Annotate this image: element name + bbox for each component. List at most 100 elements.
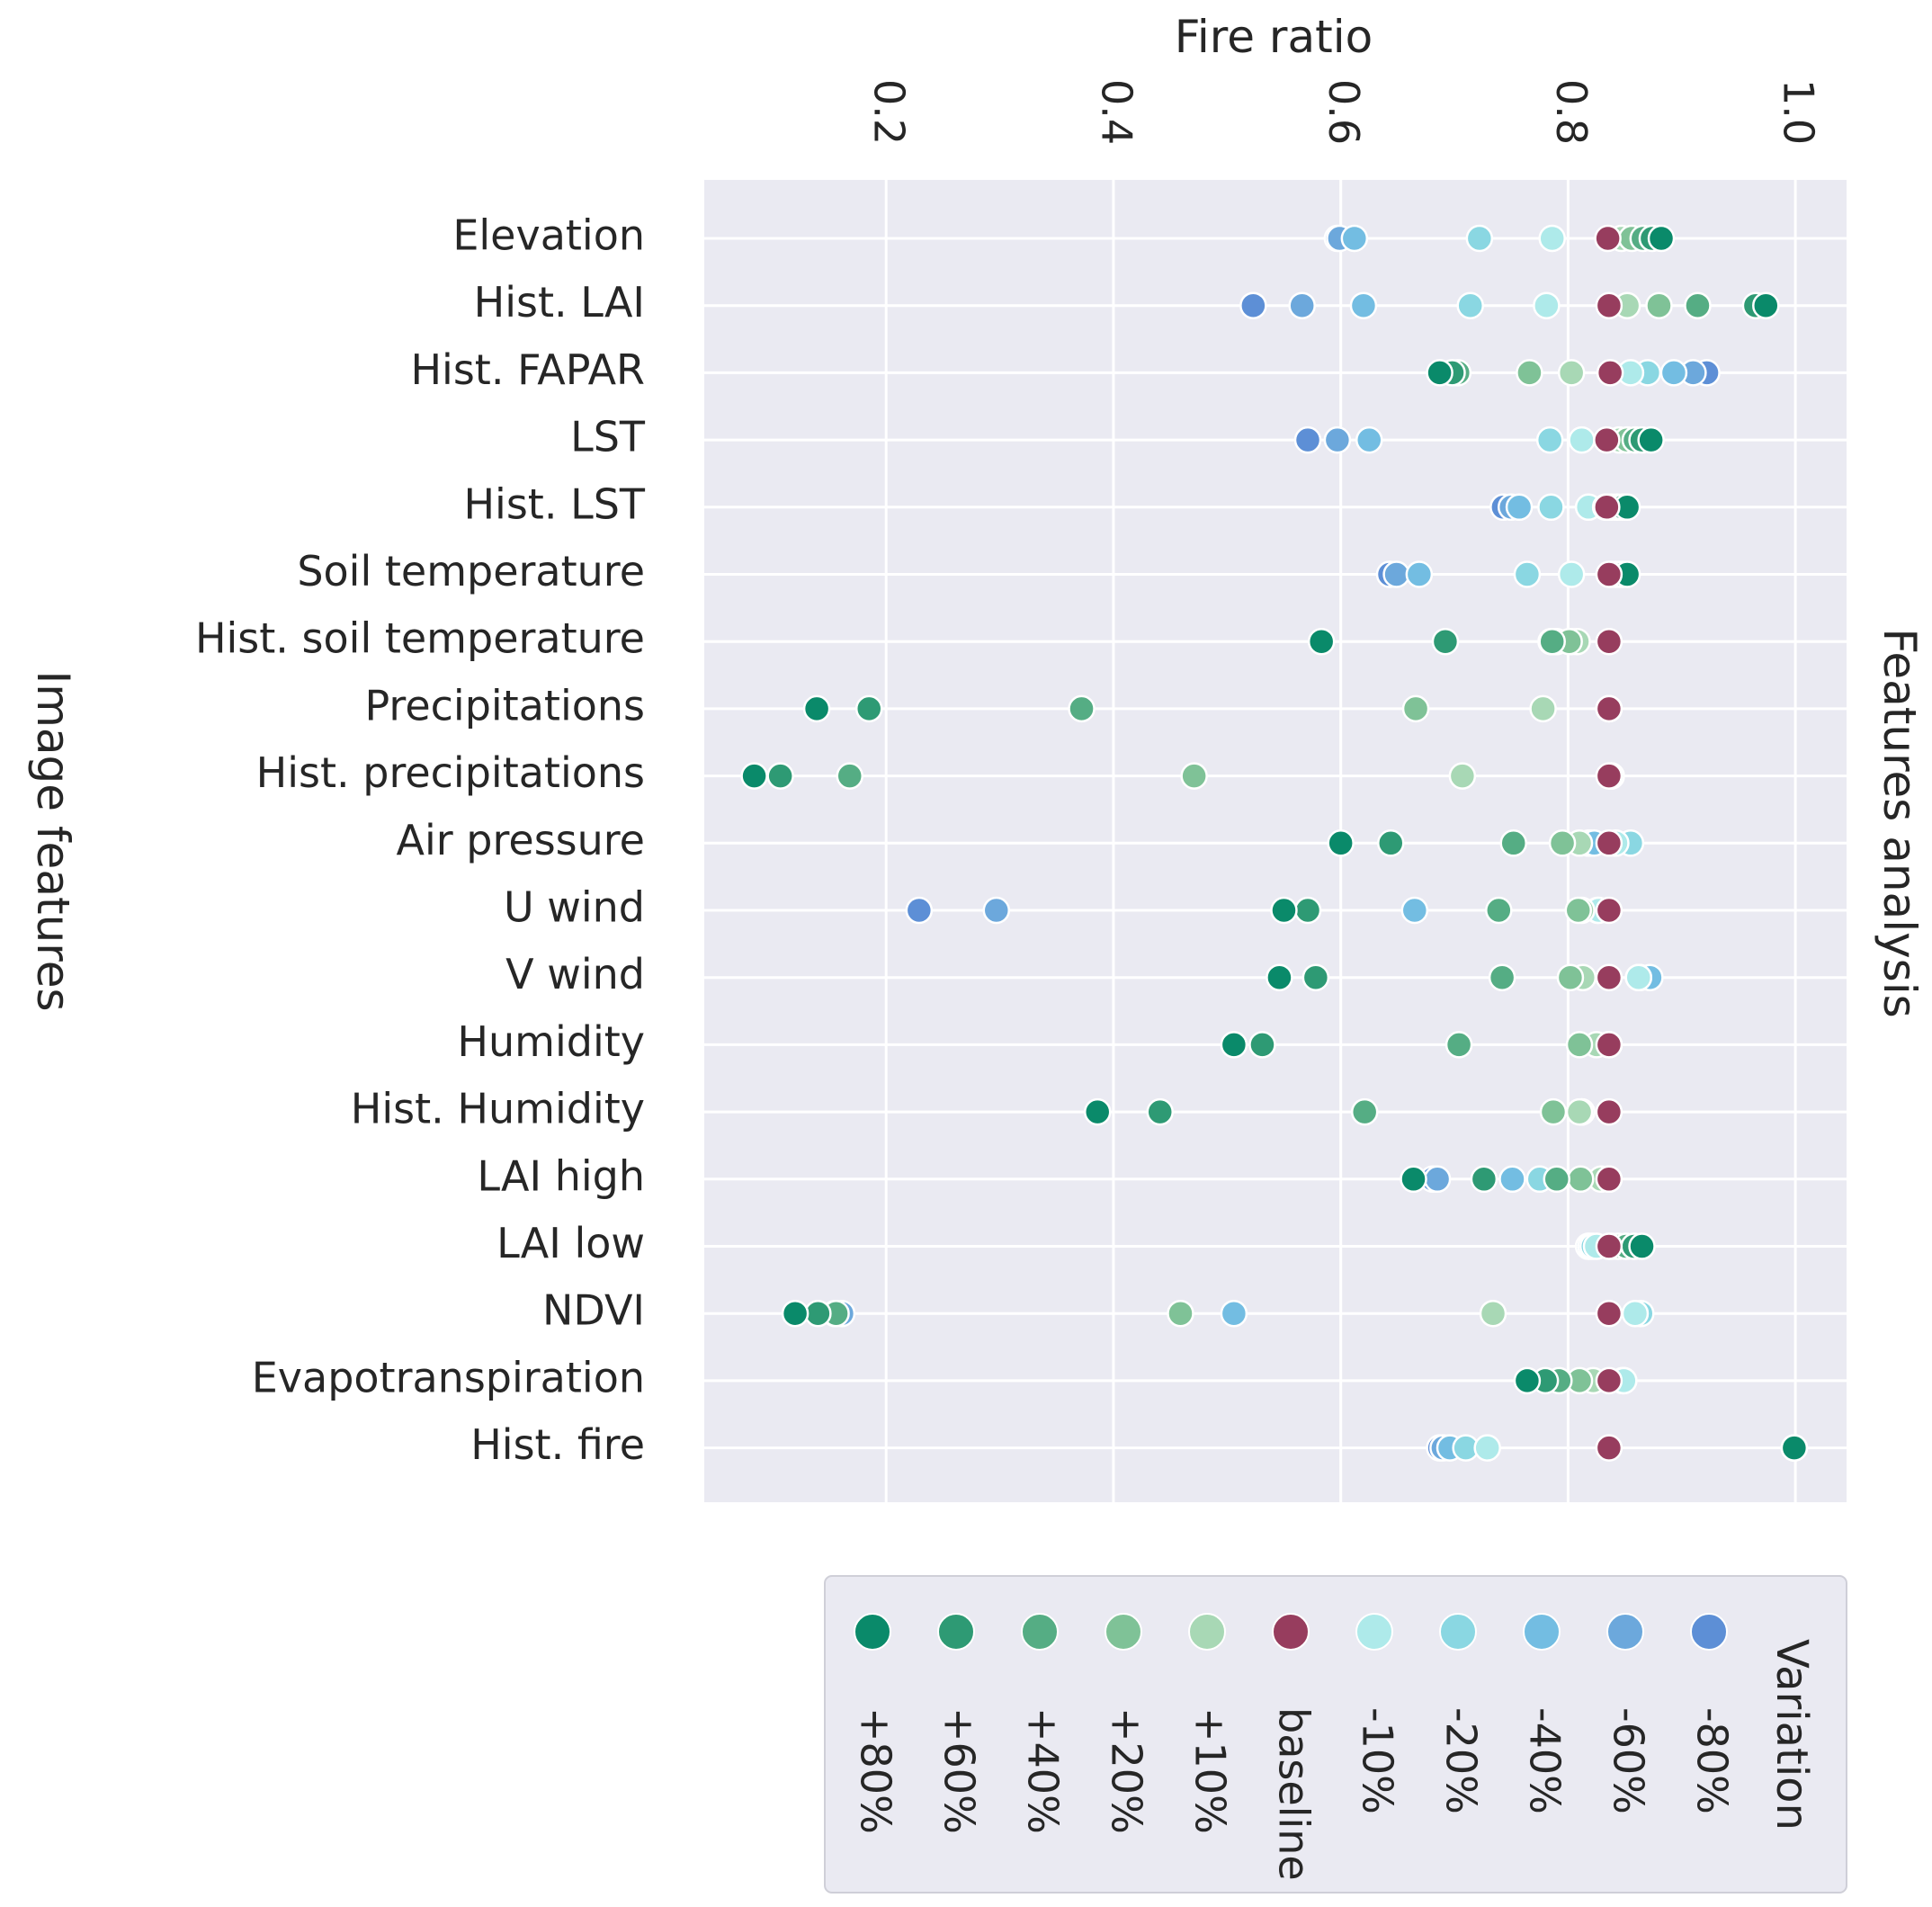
data-point [1499, 829, 1527, 857]
legend-marker [1355, 1613, 1393, 1651]
legend-label: +10% [1186, 1707, 1235, 1834]
y-tick-label: Hist. LAI [474, 278, 645, 327]
data-point [1637, 425, 1665, 454]
data-point [1595, 1232, 1623, 1260]
data-point [1293, 425, 1322, 454]
data-point [1220, 1299, 1248, 1328]
data-point [1593, 425, 1621, 454]
y-tick-label: Hist. soil temperature [195, 614, 645, 663]
legend-box [824, 1575, 1847, 1894]
legend-marker [1021, 1613, 1059, 1651]
data-point [1167, 1299, 1194, 1328]
data-point [1293, 896, 1322, 925]
data-point [1266, 963, 1293, 991]
legend-label: +80% [852, 1707, 900, 1834]
data-point [982, 896, 1011, 925]
data-point [1456, 291, 1484, 319]
data-point [1557, 359, 1586, 387]
y-tick-label: Hist. LST [463, 479, 645, 528]
legend-marker [854, 1613, 891, 1651]
data-point [1595, 1299, 1623, 1328]
data-point [1248, 1031, 1276, 1059]
legend-label: baseline [1270, 1707, 1319, 1881]
data-point [1400, 896, 1429, 925]
data-point [1405, 560, 1434, 588]
y-tick-label: Precipitations [365, 681, 646, 730]
y-tick-label: Humidity [457, 1017, 645, 1066]
plot-background [704, 180, 1847, 1502]
data-point [1647, 224, 1676, 253]
data-point [1535, 425, 1564, 454]
gridlines [704, 180, 1847, 1502]
data-point [1401, 694, 1430, 723]
legend-marker [1523, 1613, 1561, 1651]
plot-area [704, 180, 1847, 1502]
data-point [1595, 762, 1623, 790]
y-tick-label: Hist. fire [470, 1420, 645, 1469]
data-point [1301, 963, 1330, 991]
x-axis-ticks: 0.2 0.4 0.6 0.8 1.0 [865, 79, 1823, 145]
data-point [1595, 560, 1623, 588]
y-axis-categories: Elevation Hist. LAI Hist. FAPAR LST Hist. LS… [195, 211, 646, 1470]
legend-label: -40% [1521, 1707, 1570, 1814]
data-point [1400, 1165, 1427, 1194]
data-point [1465, 224, 1494, 253]
data-point [1533, 291, 1561, 319]
legend-label: +60% [935, 1707, 984, 1834]
data-point [1377, 829, 1405, 857]
legend-label: +40% [1019, 1707, 1068, 1834]
data-point [1537, 493, 1565, 522]
legend-marker [1606, 1613, 1644, 1651]
y-tick-label: V wind [505, 950, 645, 998]
data-point [1485, 896, 1513, 925]
y-tick-label: Hist. Humidity [351, 1085, 645, 1133]
data-point [1645, 291, 1673, 319]
legend-label: -10% [1354, 1707, 1402, 1814]
data-point [1350, 1097, 1379, 1126]
data-point [1556, 963, 1585, 991]
x-tick-label: 0.4 [1092, 79, 1140, 145]
chart-title: Features analysis [1874, 628, 1926, 1017]
y-tick-label: Elevation [452, 211, 645, 260]
data-point [802, 694, 831, 723]
y-tick-label: Hist. precipitations [256, 748, 645, 797]
data-point [1593, 493, 1621, 522]
data-point [1567, 1165, 1595, 1194]
data-point [1355, 425, 1383, 454]
data-point [1568, 425, 1596, 454]
data-point [1323, 425, 1352, 454]
data-point [1239, 291, 1267, 319]
y-tick-label: LST [570, 413, 646, 461]
data-point [836, 762, 864, 790]
data-point [1595, 627, 1623, 656]
data-point [1513, 1366, 1542, 1395]
data-point [1479, 1299, 1507, 1328]
data-point [1628, 1232, 1656, 1260]
data-point [1595, 1031, 1623, 1059]
data-point [804, 1299, 832, 1328]
data-point [1498, 1165, 1526, 1194]
legend-label: -80% [1688, 1707, 1737, 1814]
y-tick-label: Air pressure [397, 816, 645, 864]
x-axis-label: Fire ratio [1175, 11, 1373, 63]
data-point [854, 694, 883, 723]
y-tick-label: LAI high [477, 1151, 645, 1200]
data-point [1180, 762, 1208, 790]
data-point [1445, 1031, 1473, 1059]
data-point [1426, 359, 1453, 387]
y-axis-label: Image features [27, 670, 79, 1011]
data-point [1594, 224, 1622, 253]
data-point [740, 762, 768, 790]
data-point [1557, 560, 1586, 588]
data-point [1068, 694, 1096, 723]
data-point [1270, 896, 1298, 925]
legend-items: +80% +60% +40% +20% +10% baseline -10% -20% -40%… [852, 1613, 1737, 1881]
legend: Variation +80% +60% +40% +20% +10% baseline -1… [824, 1575, 1847, 1894]
data-point [1595, 1165, 1623, 1194]
data-point [1548, 829, 1577, 857]
y-tick-label: Soil temperature [297, 547, 645, 595]
data-point [1624, 963, 1652, 991]
legend-label: -20% [1437, 1707, 1486, 1814]
data-point [1543, 1165, 1571, 1194]
